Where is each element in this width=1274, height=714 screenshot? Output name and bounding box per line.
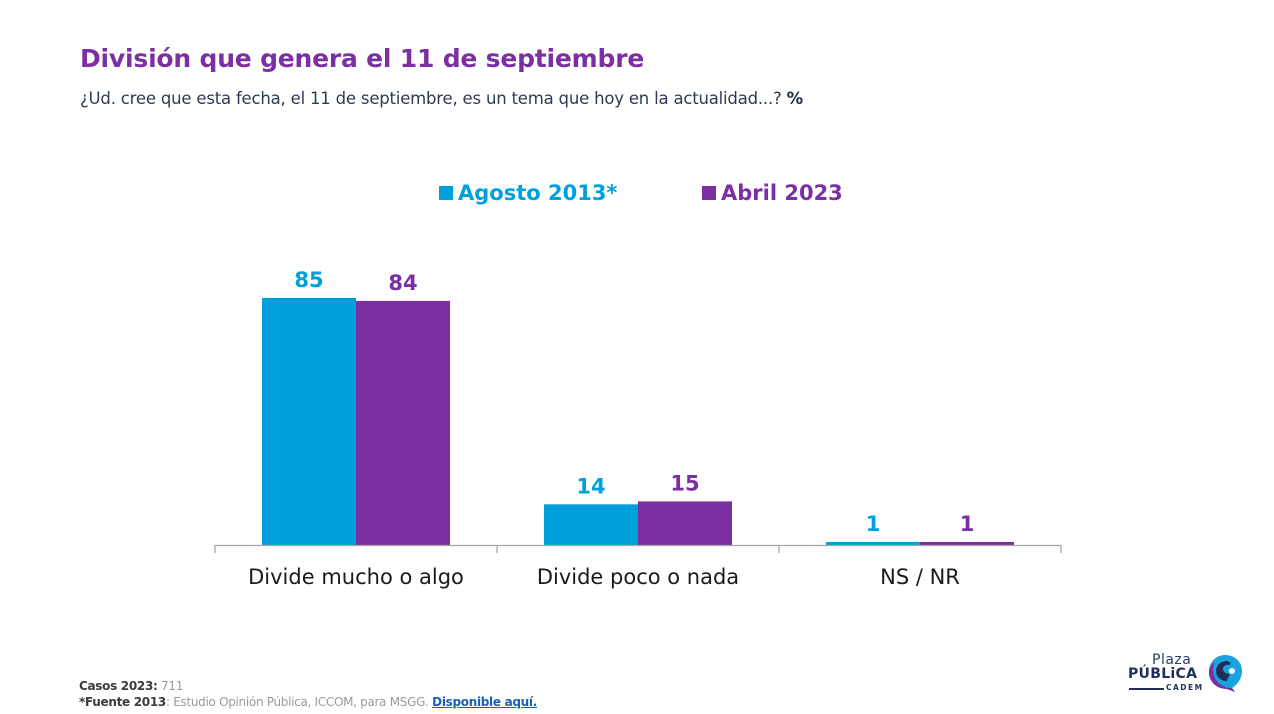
page-title: División que genera el 11 de septiembre <box>80 44 645 73</box>
bar-agosto-2013-divide-poco-o-nada <box>544 504 638 545</box>
data-label-abril-2023-divide-mucho-o-algo: 84 <box>388 271 417 295</box>
subtitle-question: ¿Ud. cree que esta fecha, el 11 de septi… <box>80 89 782 108</box>
source-text: : Estudio Opinión Pública, ICCOM, para M… <box>165 695 429 709</box>
bar-abril-2023-ns-nr <box>920 542 1014 545</box>
footer-cases: Casos 2023: 711 <box>79 679 183 693</box>
logo-text-plaza: Plaza <box>1152 652 1192 668</box>
data-label-agosto-2013-divide-poco-o-nada: 14 <box>576 474 605 498</box>
page-subtitle: ¿Ud. cree que esta fecha, el 11 de septi… <box>80 89 803 108</box>
source-link[interactable]: Disponible aquí. <box>432 695 537 709</box>
source-label: *Fuente 2013 <box>79 695 166 709</box>
data-label-agosto-2013-ns-nr: 1 <box>866 512 881 536</box>
logo-text-publica: PÚBLiCA <box>1128 666 1198 682</box>
legend-swatch-agosto-2013 <box>439 186 453 200</box>
category-label-ns-nr: NS / NR <box>880 565 960 589</box>
logo-text-cadem: CADEM <box>1166 683 1204 692</box>
bar-agosto-2013-ns-nr <box>826 542 920 545</box>
bar-abril-2023-divide-mucho-o-algo <box>356 300 450 545</box>
category-label-divide-mucho-o-algo: Divide mucho o algo <box>248 565 464 589</box>
footer-source: *Fuente 2013: Estudio Opinión Pública, I… <box>79 695 537 709</box>
cases-label: Casos 2023: <box>79 679 158 693</box>
chart-legend: Agosto 2013* Abril 2023 <box>0 181 1274 211</box>
logo-underline <box>1129 688 1164 690</box>
data-label-abril-2023-divide-poco-o-nada: 15 <box>670 471 699 495</box>
legend-label-agosto-2013: Agosto 2013* <box>458 181 618 205</box>
legend-item-abril-2023: Abril 2023 <box>702 181 843 205</box>
legend-label-abril-2023: Abril 2023 <box>721 181 843 205</box>
plaza-publica-cadem-logo: Plaza PÚBLiCA CADEM <box>1126 650 1246 696</box>
legend-swatch-abril-2023 <box>702 186 716 200</box>
data-label-agosto-2013-divide-mucho-o-algo: 85 <box>294 268 323 292</box>
cases-value: 711 <box>161 679 184 693</box>
data-label-abril-2023-ns-nr: 1 <box>960 512 975 536</box>
unit-marker: % <box>786 89 804 108</box>
category-label-divide-poco-o-nada: Divide poco o nada <box>537 565 739 589</box>
speech-bubble-logo-icon <box>1209 655 1242 692</box>
bar-abril-2023-divide-poco-o-nada <box>638 501 732 545</box>
bar-agosto-2013-divide-mucho-o-algo <box>262 298 356 545</box>
legend-item-agosto-2013: Agosto 2013* <box>439 181 617 205</box>
